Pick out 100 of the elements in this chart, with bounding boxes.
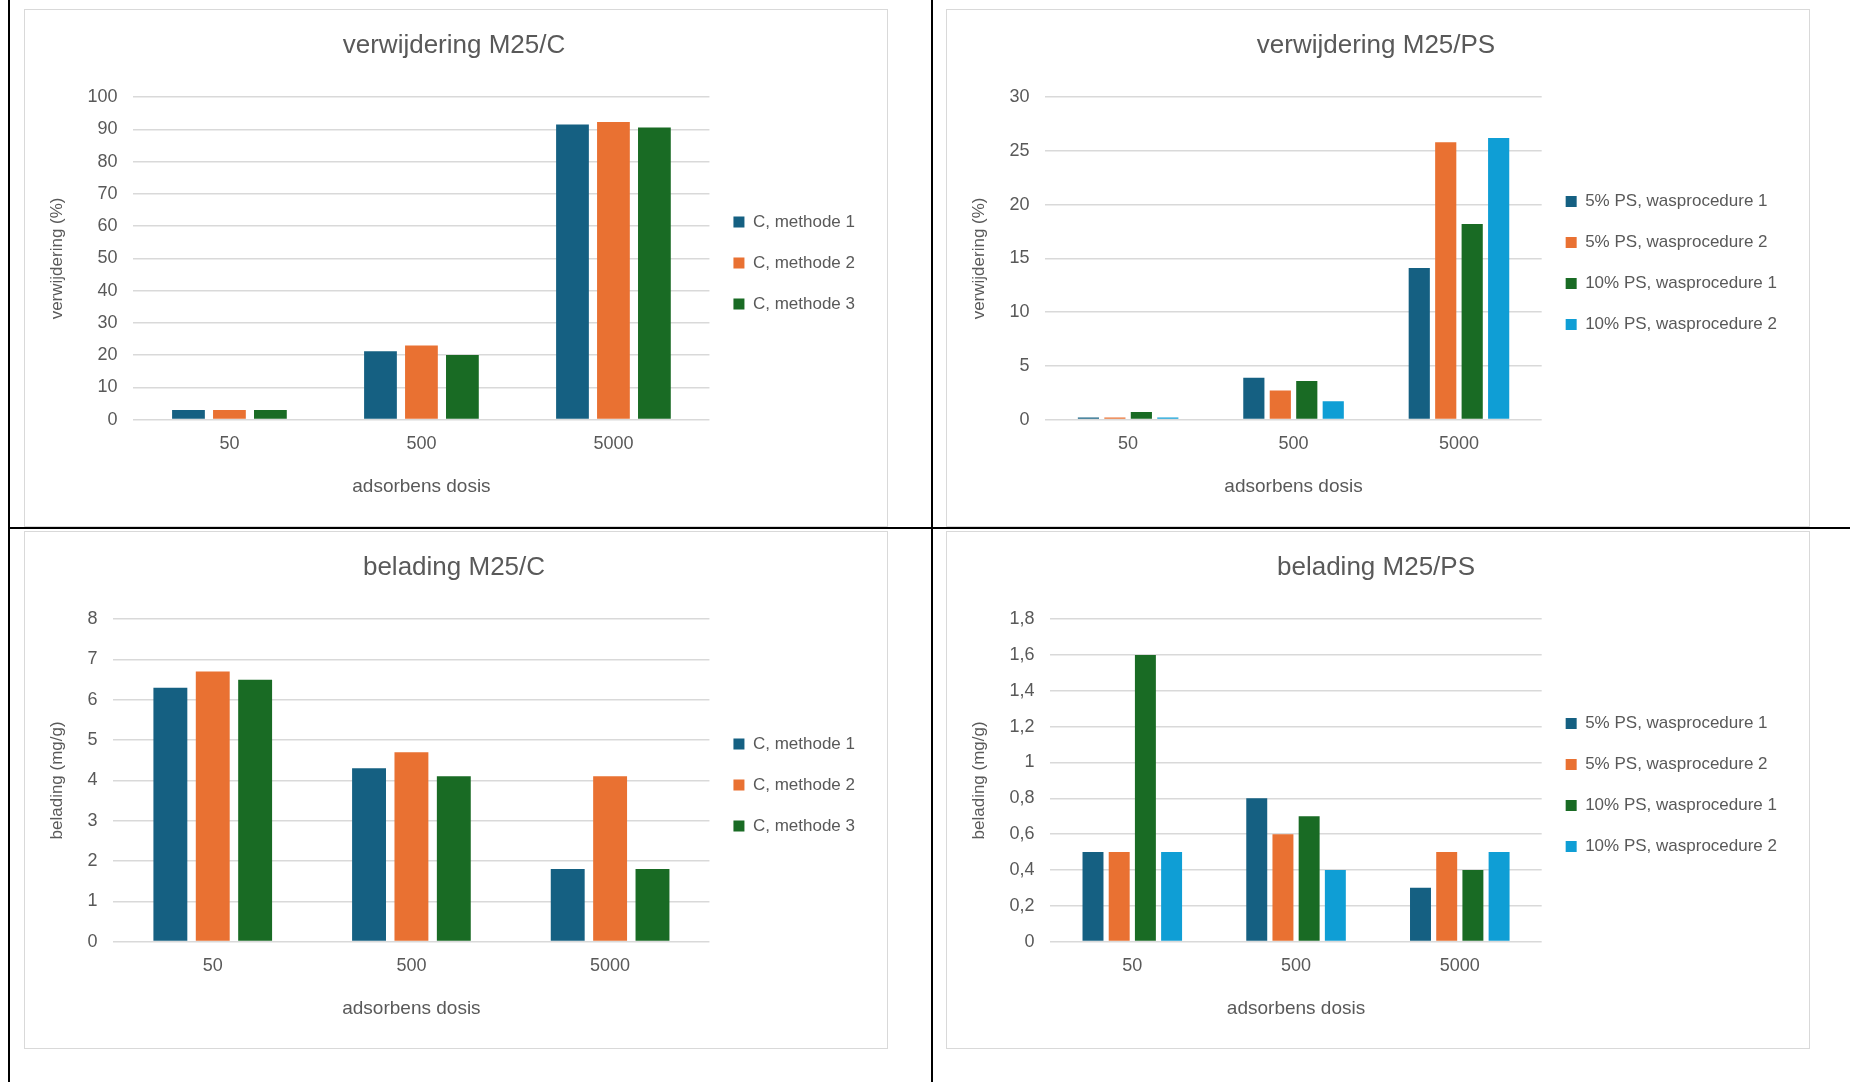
y-tick-label: 25 bbox=[1009, 139, 1030, 160]
bar bbox=[1410, 887, 1431, 941]
y-tick-label: 1,8 bbox=[1009, 608, 1035, 629]
bar bbox=[238, 679, 273, 941]
x-tick-label: 500 bbox=[406, 433, 437, 454]
y-tick-label: 0 bbox=[87, 930, 98, 951]
y-axis-title: verwijdering (%) bbox=[46, 197, 66, 320]
y-tick-label: 30 bbox=[97, 311, 118, 332]
y-tick-label: 30 bbox=[1009, 86, 1030, 107]
y-tick-label: 6 bbox=[87, 688, 98, 709]
y-tick-label: 20 bbox=[97, 344, 118, 365]
bar bbox=[635, 869, 670, 941]
bar bbox=[593, 776, 628, 941]
bar bbox=[597, 122, 630, 419]
x-tick-label: 50 bbox=[219, 433, 240, 454]
bar bbox=[1322, 401, 1344, 419]
bar bbox=[1269, 390, 1291, 419]
bar bbox=[405, 345, 438, 419]
bar bbox=[556, 124, 589, 419]
y-tick-label: 40 bbox=[97, 279, 118, 300]
y-tick-label: 5 bbox=[87, 729, 98, 750]
y-tick-label: 90 bbox=[97, 118, 118, 139]
legend-label: C, methode 2 bbox=[752, 774, 855, 794]
bar bbox=[364, 351, 397, 419]
y-tick-label: 1,2 bbox=[1009, 715, 1035, 736]
bar bbox=[1296, 380, 1318, 419]
y-tick-label: 7 bbox=[87, 648, 98, 669]
bar bbox=[1408, 268, 1430, 419]
x-tick-label: 500 bbox=[1278, 433, 1309, 454]
x-tick-label: 5000 bbox=[1439, 955, 1480, 976]
y-axis-title: belading (mg/g) bbox=[968, 721, 988, 840]
y-tick-label: 1,4 bbox=[1009, 679, 1035, 700]
legend-label: 10% PS, wasprocedure 1 bbox=[1585, 795, 1778, 815]
y-tick-label: 1 bbox=[87, 890, 98, 911]
x-tick-label: 50 bbox=[202, 955, 223, 976]
legend-label: 5% PS, wasprocedure 1 bbox=[1585, 191, 1768, 211]
x-tick-label: 5000 bbox=[590, 955, 631, 976]
x-axis-title: adsorbens dosis bbox=[1224, 474, 1363, 496]
bar bbox=[1243, 377, 1265, 419]
bar bbox=[1108, 852, 1130, 941]
bar bbox=[195, 671, 230, 941]
y-tick-label: 0,6 bbox=[1009, 823, 1035, 844]
bar bbox=[213, 409, 246, 419]
y-tick-label: 4 bbox=[87, 769, 98, 790]
y-tick-label: 8 bbox=[87, 608, 98, 629]
y-tick-label: 100 bbox=[87, 86, 118, 107]
bar bbox=[638, 127, 671, 419]
bar bbox=[1435, 142, 1457, 419]
legend-label: 10% PS, wasprocedure 1 bbox=[1585, 273, 1778, 293]
legend-label: C, methode 2 bbox=[752, 252, 855, 272]
bar bbox=[394, 752, 429, 941]
bar bbox=[1436, 852, 1458, 941]
bar bbox=[1488, 852, 1510, 941]
y-tick-label: 50 bbox=[97, 247, 118, 268]
bar bbox=[1246, 798, 1268, 941]
bar bbox=[446, 355, 479, 419]
y-tick-label: 0,4 bbox=[1009, 858, 1035, 879]
y-tick-label: 0 bbox=[107, 408, 118, 429]
x-tick-label: 500 bbox=[396, 955, 427, 976]
y-tick-label: 70 bbox=[97, 182, 118, 203]
x-axis-title: adsorbens dosis bbox=[1226, 996, 1366, 1018]
chart-title: verwijdering M25/C bbox=[342, 28, 566, 59]
legend-label: C, methode 1 bbox=[752, 733, 855, 753]
y-tick-label: 0,2 bbox=[1009, 894, 1035, 915]
legend-label: 5% PS, wasprocedure 2 bbox=[1585, 232, 1768, 252]
legend-label: C, methode 3 bbox=[752, 815, 855, 835]
bar bbox=[254, 409, 287, 419]
x-tick-label: 50 bbox=[1118, 433, 1139, 454]
bar bbox=[153, 687, 188, 941]
bar bbox=[550, 869, 585, 941]
chart-title: verwijdering M25/PS bbox=[1256, 28, 1496, 59]
x-tick-label: 500 bbox=[1281, 955, 1312, 976]
x-axis-title: adsorbens dosis bbox=[342, 996, 481, 1018]
bar bbox=[1298, 816, 1320, 941]
y-tick-label: 0,8 bbox=[1009, 787, 1035, 808]
y-axis-title: belading (mg/g) bbox=[46, 721, 66, 840]
chart-title: belading M25/C bbox=[362, 550, 546, 581]
bar bbox=[352, 768, 386, 941]
y-tick-label: 60 bbox=[97, 215, 118, 236]
bar bbox=[172, 409, 205, 419]
y-tick-label: 10 bbox=[1009, 301, 1030, 322]
legend-label: 10% PS, wasprocedure 2 bbox=[1585, 314, 1778, 334]
y-tick-label: 10 bbox=[97, 376, 118, 397]
y-tick-label: 0 bbox=[1019, 408, 1030, 429]
y-tick-label: 0 bbox=[1024, 930, 1035, 951]
legend-label: 10% PS, wasprocedure 2 bbox=[1585, 836, 1778, 856]
y-axis-title: verwijdering (%) bbox=[968, 197, 988, 320]
legend-label: 5% PS, wasprocedure 2 bbox=[1585, 754, 1768, 774]
x-axis-title: adsorbens dosis bbox=[352, 474, 491, 496]
bar bbox=[1488, 138, 1510, 419]
x-tick-label: 5000 bbox=[593, 433, 634, 454]
bar bbox=[1161, 852, 1183, 941]
y-tick-label: 80 bbox=[97, 150, 118, 171]
legend-label: C, methode 3 bbox=[752, 293, 855, 313]
y-tick-label: 5 bbox=[1019, 354, 1030, 375]
bar bbox=[1462, 869, 1484, 941]
chart-title: belading M25/PS bbox=[1276, 550, 1476, 581]
x-tick-label: 50 bbox=[1122, 955, 1143, 976]
bar bbox=[1082, 852, 1104, 941]
y-tick-label: 20 bbox=[1009, 193, 1030, 214]
